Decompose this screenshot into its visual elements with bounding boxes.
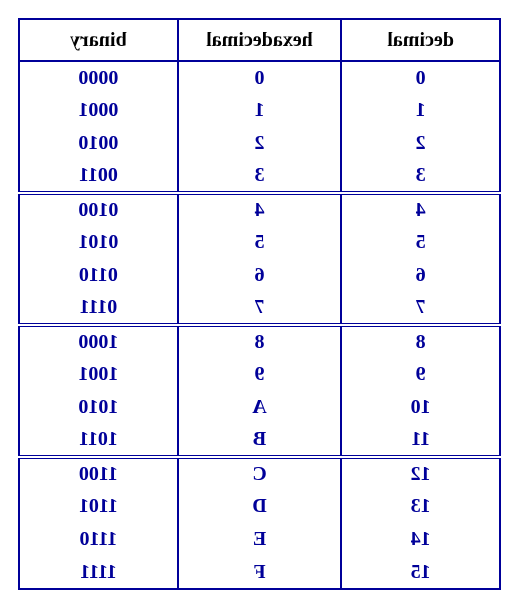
- cell-hex: 9: [178, 358, 342, 391]
- table-row: 550101: [19, 226, 500, 259]
- cell-hex: 5: [178, 226, 342, 259]
- col-header-hexadecimal: hexadecimal: [178, 19, 342, 61]
- table-row: 12C1100: [19, 457, 500, 490]
- cell-decimal: 9: [341, 358, 500, 391]
- cell-hex: B: [178, 424, 342, 457]
- cell-decimal: 8: [341, 325, 500, 358]
- cell-hex: 1: [178, 94, 342, 127]
- cell-binary: 1001: [19, 358, 178, 391]
- table-row: 330011: [19, 160, 500, 193]
- cell-binary: 0101: [19, 226, 178, 259]
- cell-binary: 1011: [19, 424, 178, 457]
- table-row: 110001: [19, 94, 500, 127]
- cell-decimal: 6: [341, 259, 500, 292]
- table-row: 881000: [19, 325, 500, 358]
- cell-hex: 2: [178, 127, 342, 160]
- cell-decimal: 2: [341, 127, 500, 160]
- group-1: 440100 550101 660110 770111: [19, 193, 500, 325]
- group-2: 881000 991001 10A1010 11B1011: [19, 325, 500, 457]
- table-row: 10A1010: [19, 391, 500, 424]
- table-row: 440100: [19, 193, 500, 226]
- cell-decimal: 12: [341, 457, 500, 490]
- cell-hex: C: [178, 457, 342, 490]
- table-row: 660110: [19, 259, 500, 292]
- cell-hex: F: [178, 556, 342, 589]
- table-row: 220010: [19, 127, 500, 160]
- cell-decimal: 15: [341, 556, 500, 589]
- table-row: 11B1011: [19, 424, 500, 457]
- table-row: 13D1101: [19, 490, 500, 523]
- cell-decimal: 10: [341, 391, 500, 424]
- cell-binary: 1110: [19, 523, 178, 556]
- mirror-wrapper: decimal hexadecimal binary 000000 110001…: [18, 18, 501, 590]
- col-header-decimal: decimal: [341, 19, 500, 61]
- table-row: 991001: [19, 358, 500, 391]
- col-header-binary: binary: [19, 19, 178, 61]
- table-row: 15F1111: [19, 556, 500, 589]
- cell-decimal: 3: [341, 160, 500, 193]
- cell-decimal: 11: [341, 424, 500, 457]
- cell-binary: 0011: [19, 160, 178, 193]
- table-row: 000000: [19, 61, 500, 94]
- cell-hex: A: [178, 391, 342, 424]
- table-header: decimal hexadecimal binary: [19, 19, 500, 61]
- group-0: 000000 110001 220010 330011: [19, 61, 500, 193]
- cell-binary: 1100: [19, 457, 178, 490]
- cell-hex: 3: [178, 160, 342, 193]
- header-row: decimal hexadecimal binary: [19, 19, 500, 61]
- group-3: 12C1100 13D1101 14E1110 15F1111: [19, 457, 500, 589]
- table-row: 14E1110: [19, 523, 500, 556]
- cell-hex: E: [178, 523, 342, 556]
- cell-decimal: 1: [341, 94, 500, 127]
- cell-binary: 0110: [19, 259, 178, 292]
- cell-hex: D: [178, 490, 342, 523]
- cell-binary: 1101: [19, 490, 178, 523]
- cell-decimal: 0: [341, 61, 500, 94]
- cell-decimal: 7: [341, 292, 500, 325]
- table-row: 770111: [19, 292, 500, 325]
- cell-binary: 0001: [19, 94, 178, 127]
- cell-binary: 1111: [19, 556, 178, 589]
- cell-binary: 1000: [19, 325, 178, 358]
- cell-hex: 6: [178, 259, 342, 292]
- cell-hex: 4: [178, 193, 342, 226]
- cell-binary: 0111: [19, 292, 178, 325]
- cell-binary: 0100: [19, 193, 178, 226]
- cell-hex: 0: [178, 61, 342, 94]
- cell-binary: 0010: [19, 127, 178, 160]
- cell-hex: 8: [178, 325, 342, 358]
- hex-binary-decimal-table: decimal hexadecimal binary 000000 110001…: [18, 18, 501, 590]
- cell-decimal: 4: [341, 193, 500, 226]
- cell-hex: 7: [178, 292, 342, 325]
- cell-binary: 1010: [19, 391, 178, 424]
- cell-decimal: 14: [341, 523, 500, 556]
- cell-decimal: 13: [341, 490, 500, 523]
- cell-binary: 0000: [19, 61, 178, 94]
- cell-decimal: 5: [341, 226, 500, 259]
